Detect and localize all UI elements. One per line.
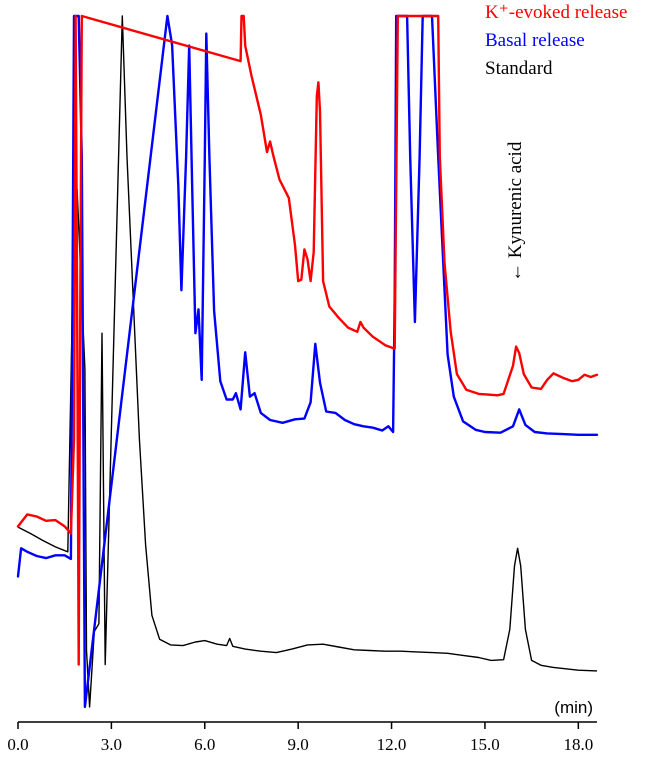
x-axis-unit-label: (min) — [554, 698, 593, 717]
legend-entry-standard: Standard — [485, 58, 553, 79]
x-tick-label: 0.0 — [7, 735, 28, 754]
chromatogram-traces — [16, 14, 599, 709]
x-tick-label: 3.0 — [101, 735, 122, 754]
legend-entry-k-evoked-release: K⁺-evoked release — [485, 2, 627, 23]
kynurenic-acid-annotation: ← Kynurenic acid — [505, 141, 526, 282]
x-tick-label: 18.0 — [563, 735, 593, 754]
x-axis-ticks: 0.0 3.0 6.0 9.0 12.0 15.0 18.0 — [7, 722, 593, 754]
trace-basal-release — [16, 14, 599, 709]
legend: K⁺-evoked release Basal release Standard — [485, 2, 627, 79]
trace-k-evoked-release — [16, 14, 599, 666]
legend-entry-basal-release: Basal release — [485, 30, 585, 51]
x-tick-label: 15.0 — [470, 735, 500, 754]
x-axis: 0.0 3.0 6.0 9.0 12.0 15.0 18.0 (min) — [7, 698, 597, 754]
trace-standard — [17, 15, 598, 708]
x-tick-label: 12.0 — [377, 735, 407, 754]
x-tick-label: 6.0 — [194, 735, 215, 754]
x-tick-label: 9.0 — [288, 735, 309, 754]
